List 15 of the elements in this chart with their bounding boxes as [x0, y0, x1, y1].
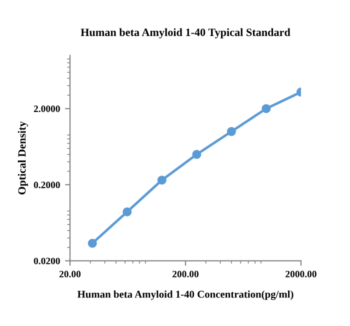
x-axis-title: Human beta Amyloid 1-40 Concentration(pg/ml) — [77, 290, 294, 300]
point — [226, 127, 236, 136]
point — [157, 176, 166, 185]
x-tick-label: 2000.00 — [286, 270, 316, 278]
y-tick-label: 0.0200 — [34, 258, 60, 264]
point — [262, 104, 271, 114]
point — [192, 150, 202, 159]
chart-title: Human beta Amyloid 1-40 Typical Standard — [80, 28, 290, 38]
point — [122, 207, 132, 216]
x-tick-label: 20.00 — [59, 270, 81, 278]
x-tick-label: 200.00 — [172, 270, 198, 278]
y-tick-label: 2.0000 — [34, 106, 60, 112]
y-tick-label: 0.2000 — [34, 182, 60, 188]
point — [88, 238, 97, 248]
y-axis-title: Optical Density — [18, 121, 28, 194]
